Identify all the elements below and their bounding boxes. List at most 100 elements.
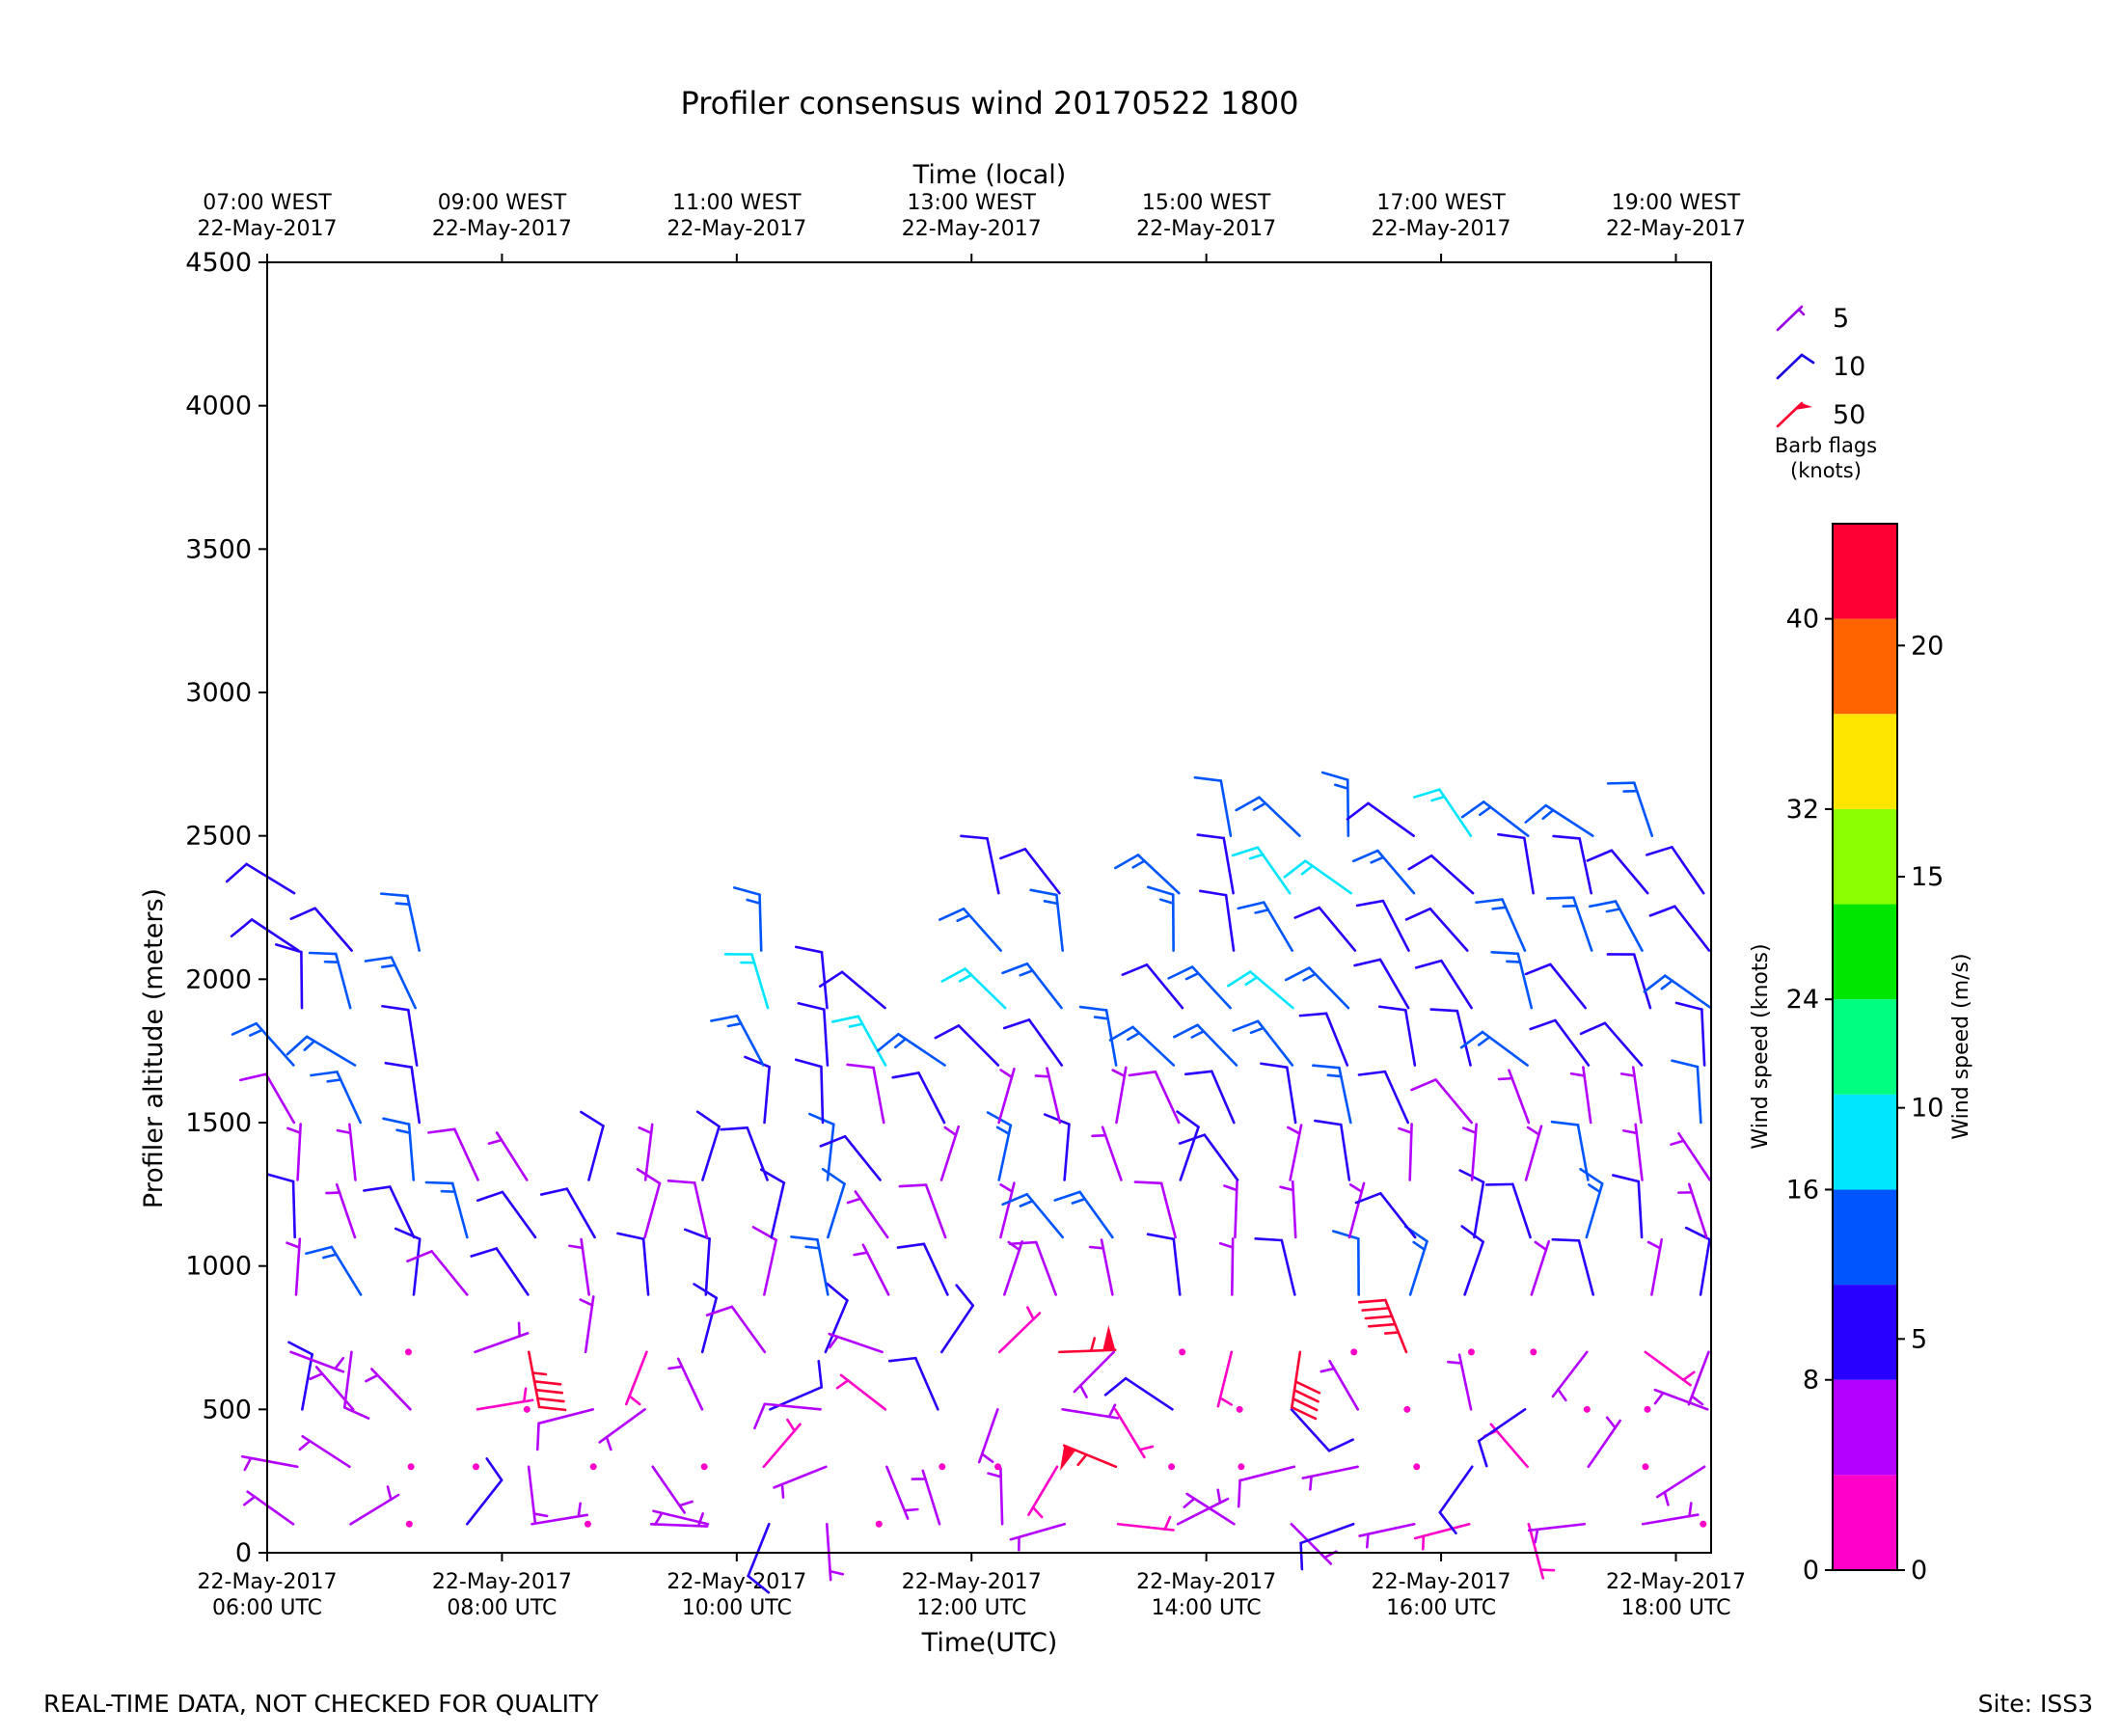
wind-barb <box>1587 1416 1622 1469</box>
x-tick-date-label: 22-May-2017 <box>1372 1570 1511 1594</box>
wind-barb <box>1687 1350 1710 1406</box>
wind-barb <box>683 1228 711 1296</box>
barb-legend-entry <box>1776 401 1812 428</box>
wind-barb <box>424 1180 469 1239</box>
wind-barb <box>898 1183 947 1239</box>
x-top-tick-time-label: 11:00 WEST <box>672 191 802 215</box>
barb-legend-entry <box>1776 305 1806 332</box>
wind-barb <box>286 1237 302 1296</box>
wind-barb <box>287 1341 313 1411</box>
wind-barbs <box>225 771 1713 1594</box>
x-tick-date-label: 22-May-2017 <box>198 1570 338 1594</box>
wind-barb <box>1291 1350 1321 1421</box>
wind-barb <box>1003 1240 1023 1296</box>
wind-barb <box>1183 1492 1236 1526</box>
wind-barb <box>1073 1350 1116 1398</box>
colorbar-segment <box>1833 808 1897 905</box>
barb-legend-entry <box>1776 353 1815 380</box>
wind-barb <box>231 1021 295 1067</box>
wind-barb <box>998 1306 1042 1354</box>
x-tick-date-label: 22-May-2017 <box>432 1570 572 1594</box>
x-top-tick-time-label: 09:00 WEST <box>438 191 567 215</box>
wind-barb <box>885 1465 919 1520</box>
colorbar-ms-tick-label: 0 <box>1911 1556 1927 1586</box>
wind-barb <box>636 1168 662 1239</box>
wind-barb <box>794 945 829 1010</box>
barb-legend-label: 5 <box>1833 304 1849 334</box>
wind-barb <box>1643 974 1713 1010</box>
wind-barb <box>1648 905 1711 952</box>
wind-barb <box>651 1465 694 1514</box>
wind-barb <box>1108 1025 1176 1067</box>
wind-barb <box>1484 1182 1532 1239</box>
y-tick-label: 4000 <box>185 392 252 421</box>
wind-barb <box>695 1110 721 1181</box>
wind-barb <box>470 1247 530 1296</box>
wind-barb <box>1403 1405 1411 1413</box>
wind-barb <box>240 1454 299 1472</box>
colorbar-segment <box>1833 1379 1897 1476</box>
wind-barb <box>1670 1131 1712 1181</box>
wind-barb <box>289 907 353 952</box>
colorbar-ms-tick-label: 5 <box>1911 1324 1927 1354</box>
wind-barb <box>818 970 886 1010</box>
wind-barb <box>1475 898 1527 952</box>
wind-barb <box>977 1408 999 1464</box>
wind-barb <box>1320 771 1350 837</box>
wind-barb <box>1355 899 1410 952</box>
wind-barb <box>384 1061 422 1125</box>
x-tick-time-label: 18:00 UTC <box>1620 1596 1730 1620</box>
x-tick-time-label: 10:00 UTC <box>682 1596 792 1620</box>
wind-barb <box>1460 1225 1484 1296</box>
wind-barb <box>1284 966 1350 1010</box>
wind-barb <box>1176 1488 1230 1526</box>
wind-barb <box>710 1015 765 1067</box>
y-tick-label: 3000 <box>185 678 252 708</box>
colorbar-knots-tick-label: 24 <box>1786 985 1819 1015</box>
colorbar: 0 8 16 24 32 40 0 5 10 15 20 Wind speed (knots) Wind… <box>1749 523 1973 1586</box>
wind-barb <box>1237 1465 1296 1508</box>
plot-area-frame <box>266 261 1712 1554</box>
wind-barb <box>846 1063 885 1125</box>
wind-barb <box>1404 907 1469 952</box>
wind-barb <box>794 1058 825 1125</box>
wind-barb <box>1053 1190 1114 1239</box>
colorbar-segment <box>1833 618 1897 715</box>
wind-barb <box>1619 1066 1643 1125</box>
wind-barb <box>1398 1123 1413 1181</box>
colorbar-segment <box>1833 1475 1897 1570</box>
wind-barb <box>1078 1005 1118 1067</box>
wind-barb <box>994 1463 1002 1471</box>
wind-barb <box>1008 1240 1057 1296</box>
wind-barb <box>1167 965 1232 1010</box>
wind-barb <box>365 1368 412 1411</box>
wind-barb <box>598 1408 646 1451</box>
x-tick-time-label: 08:00 UTC <box>447 1596 557 1620</box>
wind-barb <box>887 1356 939 1411</box>
colorbar-segment <box>1833 714 1897 809</box>
wind-barb <box>828 1332 884 1354</box>
wind-barb <box>1644 1405 1651 1413</box>
wind-barb <box>1293 906 1357 952</box>
wind-barb <box>1279 1180 1297 1239</box>
x-top-tick-date-label: 22-May-2017 <box>198 217 338 241</box>
wind-barb <box>999 1181 1016 1239</box>
wind-barb <box>1413 1522 1471 1551</box>
wind-barb <box>305 1245 363 1296</box>
wind-barb <box>242 1490 295 1526</box>
colorbar-knots-tick-label: 16 <box>1786 1175 1819 1205</box>
colorbar-knots-tick-label: 0 <box>1803 1556 1819 1586</box>
wind-barb <box>1121 963 1184 1010</box>
y-tick-label: 2000 <box>185 964 252 994</box>
wind-barb <box>824 1282 849 1354</box>
wind-barb <box>1168 1463 1176 1471</box>
y-tick-label: 4500 <box>185 248 252 278</box>
y-tick-label: 1000 <box>185 1252 252 1282</box>
wind-barb <box>1009 1522 1066 1552</box>
colorbar-segment <box>1833 999 1897 1095</box>
wind-barb <box>1312 1064 1352 1125</box>
wind-barb <box>667 1180 709 1239</box>
wind-barb <box>1227 970 1294 1010</box>
wind-barb <box>1353 958 1410 1010</box>
wind-barb <box>753 1402 822 1430</box>
